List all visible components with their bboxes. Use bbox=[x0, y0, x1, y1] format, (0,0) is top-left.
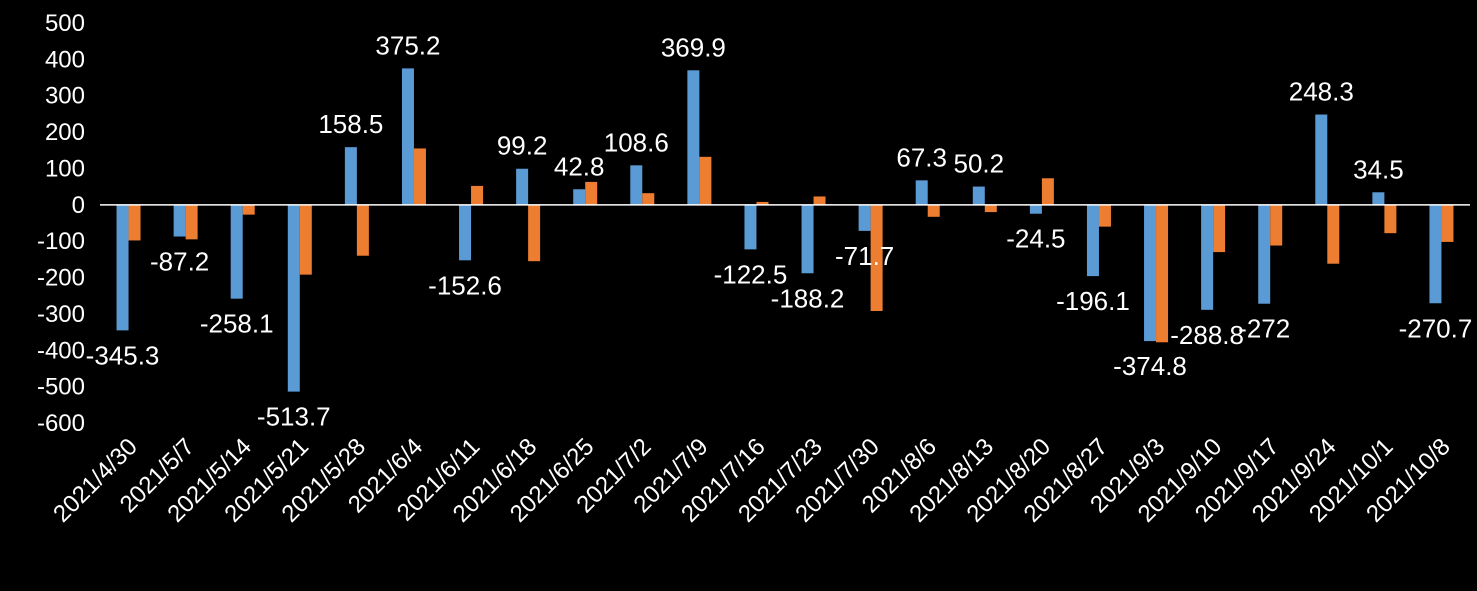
y-tick-label: -200 bbox=[37, 265, 85, 292]
y-tick-label: -600 bbox=[37, 410, 85, 437]
y-tick-label: -500 bbox=[37, 374, 85, 401]
bar-series-2 bbox=[128, 204, 141, 241]
bar-series-2 bbox=[1098, 204, 1111, 227]
y-tick-label: 0 bbox=[72, 192, 85, 219]
bar-series-2 bbox=[984, 204, 997, 213]
bar-series-2 bbox=[1327, 204, 1340, 264]
data-label: -272 bbox=[1238, 314, 1290, 344]
data-label: 99.2 bbox=[497, 131, 548, 161]
bar-series-1 bbox=[116, 204, 129, 331]
data-label: 67.3 bbox=[896, 142, 947, 172]
bar-series-1 bbox=[516, 168, 529, 205]
data-label: -288.8 bbox=[1170, 320, 1244, 350]
bar-series-1 bbox=[573, 189, 586, 205]
y-tick-label: -100 bbox=[37, 228, 85, 255]
data-label: -71.7 bbox=[835, 241, 894, 271]
bar-series-2 bbox=[699, 156, 712, 205]
data-label: -87.2 bbox=[150, 247, 209, 277]
y-tick-label: -400 bbox=[37, 337, 85, 364]
bar-series-1 bbox=[459, 204, 472, 261]
bar-series-2 bbox=[1041, 178, 1054, 205]
bar-series-2 bbox=[1156, 204, 1169, 343]
bar-series-2 bbox=[927, 204, 940, 217]
bar-series-1 bbox=[230, 204, 243, 299]
data-label: -345.3 bbox=[86, 340, 160, 370]
bar-series-1 bbox=[1429, 204, 1442, 304]
bar-series-1 bbox=[344, 147, 357, 205]
bar-series-2 bbox=[413, 148, 426, 205]
bar-series-2 bbox=[299, 204, 312, 275]
x-axis: 2021/4/302021/5/72021/5/142021/5/212021/… bbox=[48, 433, 1456, 528]
data-label: -24.5 bbox=[1006, 224, 1065, 254]
data-labels: -345.3 -87.2 -258.1 -513.7 158.5 375.2 -152.6 9… bbox=[86, 30, 1473, 431]
data-label: -152.6 bbox=[428, 270, 502, 300]
bar-series-2 bbox=[185, 204, 198, 240]
y-axis: 500 400 300 200 100 0 -100 -200 -300 -400 -500 -600 bbox=[37, 10, 85, 437]
bar-series-1 bbox=[1144, 204, 1157, 342]
bar-series-2 bbox=[1270, 204, 1283, 246]
bar-series-1 bbox=[858, 204, 871, 231]
bar-series-2 bbox=[528, 204, 541, 262]
bar-series-2 bbox=[642, 193, 655, 205]
data-label: 158.5 bbox=[318, 109, 383, 139]
bar-series-2 bbox=[242, 204, 255, 215]
bar-series-1 bbox=[1086, 204, 1099, 277]
bar-series-1 bbox=[401, 68, 414, 205]
data-label: -270.7 bbox=[1399, 313, 1473, 343]
bar-series-2 bbox=[356, 204, 369, 256]
bar-series-2 bbox=[471, 185, 484, 205]
bar-series-1 bbox=[630, 165, 643, 205]
bar-series-2 bbox=[585, 181, 598, 205]
data-label: -374.8 bbox=[1113, 351, 1187, 381]
y-tick-label: 200 bbox=[45, 119, 85, 146]
bar-series-1 bbox=[801, 204, 814, 274]
bar-series-1 bbox=[1029, 204, 1042, 214]
data-label: 50.2 bbox=[953, 149, 1004, 179]
data-label: 108.6 bbox=[604, 127, 669, 157]
bar-series-1 bbox=[1372, 192, 1385, 205]
data-label: 42.8 bbox=[554, 151, 605, 181]
data-label: -122.5 bbox=[714, 259, 788, 289]
bar-series-1 bbox=[173, 204, 186, 237]
data-label: 248.3 bbox=[1289, 77, 1354, 107]
data-label: -188.2 bbox=[771, 283, 845, 313]
data-label: 34.5 bbox=[1353, 154, 1404, 184]
data-label: -196.1 bbox=[1056, 286, 1130, 316]
bar-series-1 bbox=[744, 204, 757, 250]
bar-series-1 bbox=[687, 70, 700, 205]
data-label: -513.7 bbox=[257, 402, 331, 432]
y-tick-label: 500 bbox=[45, 10, 85, 37]
bar-series-2 bbox=[1384, 204, 1397, 234]
y-tick-label: 100 bbox=[45, 155, 85, 182]
bar-series-1 bbox=[1201, 204, 1214, 310]
bar-series-1 bbox=[287, 204, 300, 392]
data-label: -258.1 bbox=[200, 309, 274, 339]
bar-series-1 bbox=[972, 186, 985, 205]
bar-series-1 bbox=[1315, 114, 1328, 205]
bar-series-2 bbox=[813, 196, 826, 205]
bar-series-1 bbox=[915, 180, 928, 205]
y-tick-label: 300 bbox=[45, 83, 85, 110]
bars bbox=[116, 68, 1454, 392]
bar-series-1 bbox=[1258, 204, 1271, 304]
y-tick-label: -300 bbox=[37, 301, 85, 328]
y-tick-label: 400 bbox=[45, 46, 85, 73]
bar-series-2 bbox=[870, 204, 883, 311]
data-label: 369.9 bbox=[661, 32, 726, 62]
data-label: 375.2 bbox=[375, 30, 440, 60]
bar-series-2 bbox=[1213, 204, 1226, 253]
bar-series-2 bbox=[756, 201, 769, 205]
bar-series-2 bbox=[1441, 204, 1454, 242]
